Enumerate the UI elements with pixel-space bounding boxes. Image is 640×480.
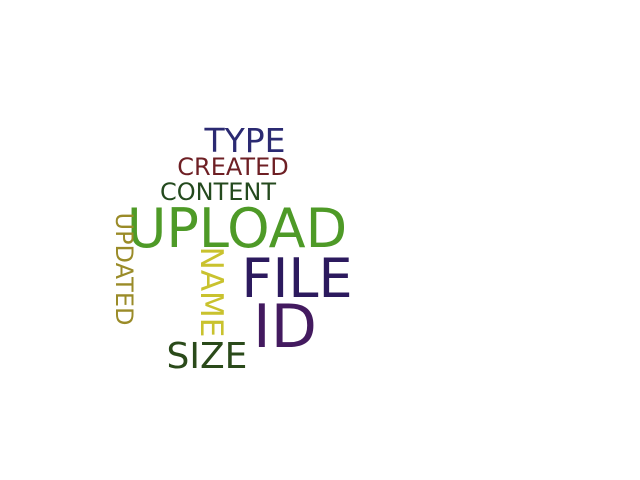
word-content: CONTENT [160,178,276,206]
word-size: SIZE [167,336,248,377]
word-created: CREATED [177,153,288,181]
word-name: NAME [193,247,229,338]
word-id: ID [253,292,317,362]
word-file: FILE [241,247,352,310]
word-upload: UPLOAD [127,197,347,260]
word-type: TYPE [203,121,285,160]
word-updated: UPDATED [110,213,138,326]
